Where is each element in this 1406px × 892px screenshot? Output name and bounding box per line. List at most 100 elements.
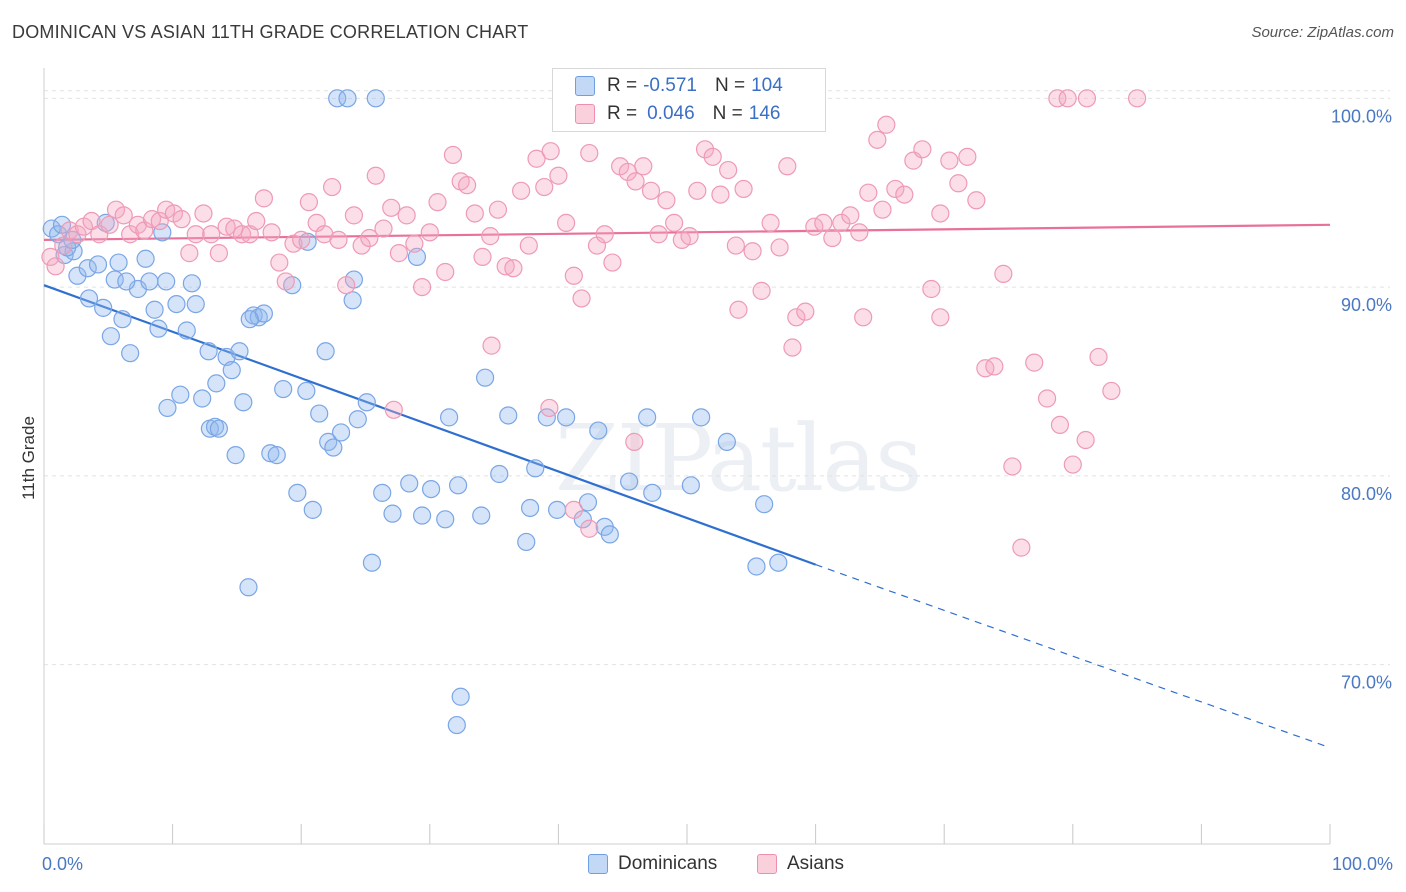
asian-point [641,181,661,200]
asian-point [389,244,409,263]
asian-point [412,277,432,297]
asian-point [322,177,342,197]
dominican-point [692,408,711,427]
asian-point [886,179,905,199]
asian-point [1025,353,1044,372]
asian-point [761,213,780,233]
dominican-point [638,408,657,427]
asian-point [1050,415,1070,435]
asian-point [557,213,576,233]
asian-point [823,228,842,248]
asian-point [913,140,932,159]
asian-point [443,145,463,165]
data-points [41,89,1147,735]
dominican-point [109,253,128,272]
asian-point [1048,89,1067,108]
dominican-point [499,406,518,425]
asian-point [54,236,73,255]
dominican-point [113,310,132,329]
dominican-point [643,483,662,502]
asian-point [405,234,424,253]
y-axis-title: 11th Grade [19,416,38,500]
legend-n-value: 104 [751,75,783,96]
dominican-point [436,510,455,529]
asian-point [457,176,477,195]
asian-point [1063,455,1082,474]
asian-point [384,400,403,419]
dominican-point [343,291,362,310]
asian-point [68,225,87,244]
dominican-trend-extension [815,564,1331,749]
bottom-swatch-asians [757,854,777,874]
asian-point [665,213,684,233]
dominican-trend-line [43,284,816,566]
asian-point [931,308,950,327]
dominican-point [526,459,545,478]
dominican-point [158,398,177,418]
dominican-point [717,432,736,451]
asian-point [329,230,348,250]
trend-lines [43,223,1331,749]
asian-point [186,225,205,244]
axis-labels: 70.0% 80.0% 90.0% 100.0% 0.0% 100.0% 11th Grad… [19,106,1393,874]
dominican-point [186,294,205,314]
dominican-point [209,419,228,438]
asian-point [1003,457,1022,476]
asian-point [854,308,873,327]
asian-point [595,225,614,244]
dominican-point [421,479,441,499]
asian-point [625,432,644,451]
dominican-point [490,464,509,484]
dominican-point [105,270,124,289]
dominican-point [153,223,172,242]
asian-point [549,166,568,185]
asian-point [1127,89,1147,108]
dominican-point [521,498,540,518]
asian-point [1089,347,1108,367]
asian-point [512,181,531,200]
dominican-point [451,687,470,706]
dominican-point [400,474,419,493]
asian-point [868,130,887,149]
dominican-point [182,274,201,293]
asian-point [535,177,554,197]
dominican-point [348,410,367,429]
dominican-point [472,506,491,525]
dominican-point [769,553,788,572]
asian-point [397,206,416,225]
dominican-point [407,247,427,266]
asian-point [873,200,892,219]
asian-point [580,143,599,163]
asian-point [922,279,941,299]
dominican-point [79,289,99,308]
asian-point [967,191,986,210]
dominican-point [589,421,608,440]
asian-point [949,174,968,193]
asian-point [814,213,833,233]
dominican-point [234,393,253,412]
legend-r-label: R = [607,103,638,124]
bottom-legend-label: Dominicans [618,853,718,874]
asian-point [703,147,722,166]
dominican-point [207,374,226,393]
asian-point [940,151,959,170]
dominican-point [517,532,536,552]
dominican-point [267,446,286,465]
dominican-point [620,472,639,491]
dominican-point [324,438,343,457]
asian-point [41,247,60,266]
dominican-point [140,272,159,291]
asian-point [1102,381,1121,401]
correlation-legend: R = -0.571 N = 104 R = 0.046 N = 146 [552,68,826,132]
dominican-point [338,89,357,108]
legend-swatch-asians [575,104,595,124]
legend-n-label: N = [712,103,743,124]
dominican-point [157,272,176,291]
asian-point [299,193,319,212]
dominican-point [193,389,212,408]
asian-point [743,242,762,261]
dominican-point [383,504,402,523]
dominican-point [298,232,317,251]
asian-point [695,140,715,159]
